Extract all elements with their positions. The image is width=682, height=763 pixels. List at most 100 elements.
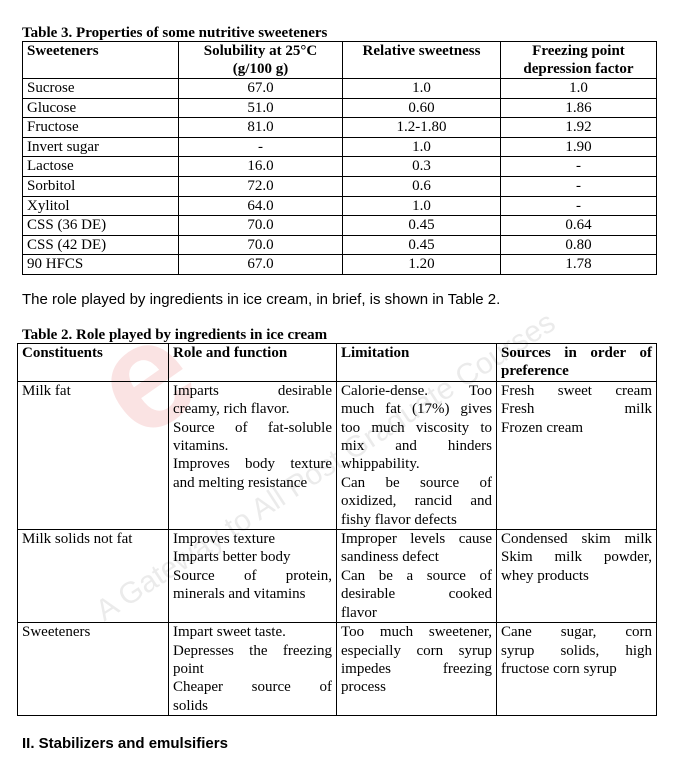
table-cell: 0.6 (342, 175, 501, 197)
cell-line: Sweeteners (22, 624, 91, 641)
column-header: Role and function (168, 343, 337, 382)
cell-line: Can be source of (341, 474, 492, 491)
cell-line: Improves body texture (173, 456, 332, 473)
cell-line: especially corn syrup (341, 642, 492, 659)
table-cell: 67.0 (178, 78, 343, 99)
sweetener-name: Sorbitol (22, 175, 179, 197)
table-cell: 1.90 (500, 136, 657, 158)
table-cell: 0.60 (342, 97, 501, 119)
table-row: 90 HFCS 67.0 1.20 1.78 (22, 254, 657, 275)
header-line: Limitation (341, 345, 410, 361)
constituent-name: Milk solids not fat (17, 529, 169, 624)
table-cell: Fresh sweet cream Fresh milk Frozen cream (496, 380, 657, 531)
cell-line: process (341, 679, 386, 696)
cell-line: Source of protein, (173, 567, 332, 584)
sweetener-name: Invert sugar (22, 136, 179, 158)
cell-line: Fresh milk (501, 401, 652, 418)
table-cell: 64.0 (178, 195, 343, 217)
cell-line: Improper levels cause (341, 531, 492, 548)
cell-line: Imparts better body (173, 549, 291, 566)
table-cell: 81.0 (178, 117, 343, 138)
intro-paragraph: The role played by ingredients in ice cr… (22, 291, 501, 308)
table-row: Lactose 16.0 0.3- (22, 156, 657, 177)
header-line: Constituents (22, 345, 103, 361)
cell-line: Impart sweet taste. (173, 624, 286, 641)
column-header: Freezing point depression factor (500, 41, 657, 79)
column-header: Relative sweetness (342, 41, 501, 79)
table-cell: 51.0 (178, 97, 343, 119)
table-row: Milk solids not fat Improves texture Impar… (17, 529, 657, 624)
table-cell: Condensed skim milk Skim milk powder, whey… (496, 529, 657, 624)
column-header: Limitation (336, 343, 497, 382)
table3-caption: Table 3. Properties of some nutritive sw… (22, 25, 328, 41)
sweetener-name: CSS (42 DE) (22, 234, 179, 256)
table-row: Fructose 81.0 1.2-1.80 1.92 (22, 117, 657, 138)
cell-line: and melting resistance (173, 474, 308, 491)
header-line: depression factor (523, 61, 634, 77)
column-header: Sources in order of preference (496, 343, 657, 382)
cell-line: fishy flavor defects (341, 511, 457, 528)
cell-line: Improves texture (173, 531, 276, 548)
cell-line: much fat (17%) gives (341, 401, 492, 418)
cell-line: fructose corn syrup (501, 660, 617, 677)
table-cell: Too much sweetener, especially corn syrup… (336, 622, 497, 717)
section-heading: II. Stabilizers and emulsifiers (22, 735, 228, 752)
cell-line: syrup solids, high (501, 642, 652, 659)
table-cell: 0.64 (500, 215, 657, 236)
table-cell: - (178, 136, 343, 158)
table-row: Invert sugar -1.0 1.90 (22, 136, 657, 158)
cell-line: minerals and vitamins (173, 586, 306, 603)
cell-line: desirable cooked (341, 586, 492, 603)
sweetener-name: Lactose (22, 156, 179, 177)
cell-line: Milk fat (22, 382, 71, 399)
cell-line: Frozen cream (501, 419, 584, 436)
cell-line: Cheaper source of (173, 679, 332, 696)
column-header: Sweeteners (22, 41, 179, 79)
table-cell: - (500, 195, 657, 217)
cell-line: sandiness defect (341, 549, 439, 566)
table-row: Xylitol 64.0 1.0- (22, 195, 657, 217)
table-cell: 1.0 (342, 136, 501, 158)
sweetener-name: 90 HFCS (22, 254, 179, 275)
table-cell: Improves texture Imparts better body Sourc… (168, 529, 337, 624)
header-line: Relative sweetness (362, 43, 481, 59)
cell-line: whippability. (341, 456, 420, 473)
cell-line: Condensed skim milk (501, 531, 652, 548)
cell-line: solids (173, 697, 209, 714)
cell-line: Can be a source of (341, 567, 492, 584)
cell-line: whey products (501, 567, 589, 584)
cell-line: Imparts desirable (173, 382, 332, 399)
cell-line: point (173, 660, 204, 677)
table-cell: 1.0 (500, 78, 657, 99)
constituent-name: Milk fat (17, 380, 169, 531)
table-row: CSS (42 DE) 70.0 0.45 0.80 (22, 234, 657, 256)
table2-caption: Table 2. Role played by ingredients in i… (22, 327, 328, 343)
table-row: Sucrose 67.0 1.0 1.0 (22, 78, 657, 99)
table-row: Milk fat Imparts desirable creamy, rich fl… (17, 380, 657, 531)
table-row: Sorbitol 72.0 0.6- (22, 175, 657, 197)
header-line: (g/100 g) (232, 61, 289, 77)
header-line: Sources in order of (501, 345, 652, 361)
cell-line: Too much sweetener, (341, 624, 492, 641)
table-cell: Improper levels cause sandiness defect Can… (336, 529, 497, 624)
table-cell: - (500, 175, 657, 197)
cell-line: Cane sugar, corn (501, 624, 652, 641)
cell-line: Skim milk powder, (501, 549, 652, 566)
ingredients-role-table: Constituents Role and function Limitation S… (17, 343, 657, 717)
cell-line: vitamins. (173, 438, 229, 455)
cell-line: Depresses the freezing (173, 642, 332, 659)
header-line: Sweeteners (27, 43, 99, 59)
table-cell: Impart sweet taste. Depresses the freezin… (168, 622, 337, 717)
table-row: Sweeteners Impart sweet taste. Depresses t… (17, 622, 657, 717)
table-cell: 0.80 (500, 234, 657, 256)
table-cell: - (500, 156, 657, 177)
table-cell: 1.2-1.80 (342, 117, 501, 138)
table-cell: 0.45 (342, 234, 501, 256)
table-cell: 70.0 (178, 215, 343, 236)
cell-line: creamy, rich flavor. (173, 401, 290, 418)
cell-line: Source of fat-soluble (173, 419, 332, 436)
cell-line: Fresh sweet cream (501, 382, 652, 399)
table-cell: 1.78 (500, 254, 657, 275)
header-line: preference (501, 363, 569, 380)
table-cell: Calorie-dense. Too much fat (17%) gives to… (336, 380, 497, 531)
